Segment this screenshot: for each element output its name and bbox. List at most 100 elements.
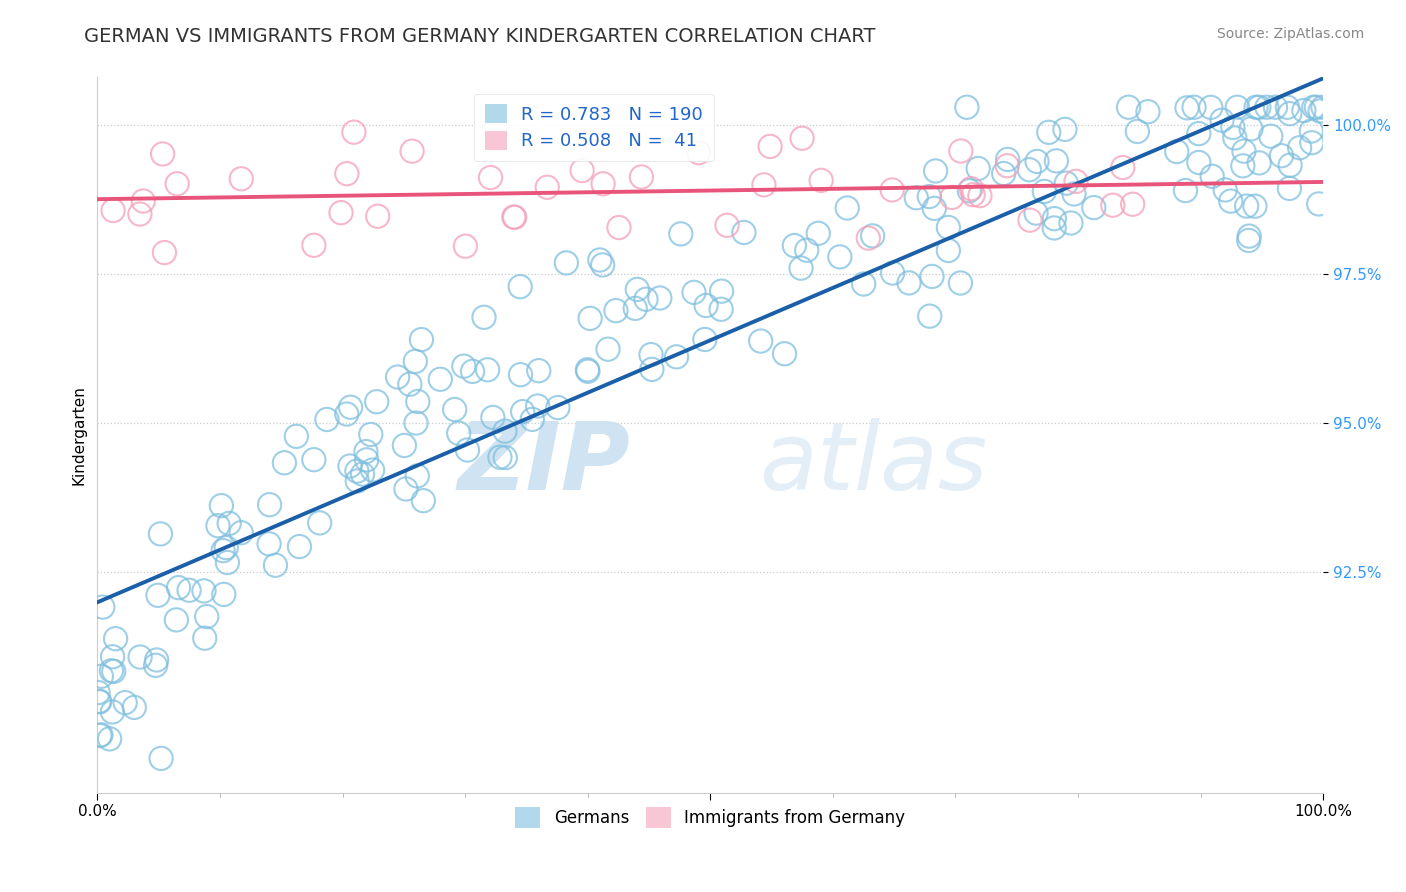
Point <box>882 266 904 280</box>
Point <box>949 276 972 290</box>
Point <box>749 334 772 348</box>
Point <box>193 583 215 598</box>
Point <box>828 250 851 264</box>
Point <box>905 191 928 205</box>
Point <box>146 588 169 602</box>
Point <box>592 258 614 272</box>
Point <box>411 333 433 347</box>
Point <box>710 284 733 298</box>
Point <box>1226 100 1249 114</box>
Point <box>336 167 359 181</box>
Point <box>522 412 544 426</box>
Point <box>91 600 114 615</box>
Point <box>648 291 671 305</box>
Point <box>209 499 232 513</box>
Text: GERMAN VS IMMIGRANTS FROM GERMANY KINDERGARTEN CORRELATION CHART: GERMAN VS IMMIGRANTS FROM GERMANY KINDER… <box>84 27 876 45</box>
Point <box>1182 100 1205 114</box>
Point <box>456 442 478 457</box>
Point <box>405 416 427 430</box>
Point <box>949 144 972 158</box>
Point <box>969 188 991 202</box>
Point <box>1174 184 1197 198</box>
Point <box>472 310 495 325</box>
Point <box>924 164 946 178</box>
Point <box>790 261 813 276</box>
Point <box>354 444 377 458</box>
Point <box>179 583 201 598</box>
Point <box>1222 120 1244 135</box>
Point <box>330 205 353 219</box>
Point <box>695 298 717 312</box>
Point <box>453 359 475 373</box>
Point <box>924 202 946 216</box>
Y-axis label: Kindergarten: Kindergarten <box>72 385 86 485</box>
Text: ZIP: ZIP <box>458 417 631 509</box>
Point <box>1237 234 1260 248</box>
Point <box>165 613 187 627</box>
Point <box>938 244 960 258</box>
Point <box>1312 100 1334 114</box>
Point <box>447 426 470 441</box>
Point <box>288 540 311 554</box>
Point <box>898 276 921 290</box>
Point <box>956 100 979 114</box>
Point <box>1305 100 1327 114</box>
Point <box>90 669 112 683</box>
Point <box>479 170 502 185</box>
Point <box>494 424 516 438</box>
Point <box>509 368 531 382</box>
Point <box>87 694 110 708</box>
Text: atlas: atlas <box>759 418 987 509</box>
Point <box>482 410 505 425</box>
Point <box>194 631 217 645</box>
Point <box>1292 103 1315 118</box>
Point <box>1054 176 1077 190</box>
Point <box>1060 216 1083 230</box>
Point <box>454 239 477 253</box>
Point <box>153 245 176 260</box>
Point <box>759 139 782 153</box>
Point <box>1101 198 1123 212</box>
Point <box>938 220 960 235</box>
Point <box>993 167 1015 181</box>
Legend: Germans, Immigrants from Germany: Germans, Immigrants from Germany <box>509 801 912 834</box>
Point <box>406 394 429 409</box>
Point <box>607 220 630 235</box>
Point <box>132 194 155 208</box>
Point <box>1279 158 1302 172</box>
Point <box>941 190 963 204</box>
Point <box>1247 100 1270 114</box>
Point <box>401 144 423 158</box>
Point <box>1025 206 1047 220</box>
Point <box>1018 162 1040 177</box>
Point <box>962 187 984 202</box>
Point <box>387 370 409 384</box>
Point <box>114 696 136 710</box>
Point <box>1288 141 1310 155</box>
Point <box>576 363 599 377</box>
Point <box>1063 186 1085 201</box>
Point <box>605 303 627 318</box>
Point <box>1019 213 1042 227</box>
Point <box>1045 153 1067 168</box>
Point <box>443 402 465 417</box>
Point <box>110 804 132 818</box>
Point <box>103 665 125 679</box>
Point <box>302 238 325 252</box>
Point <box>1122 197 1144 211</box>
Point <box>918 309 941 323</box>
Point <box>231 171 253 186</box>
Point <box>404 354 426 368</box>
Point <box>502 210 524 224</box>
Point <box>494 450 516 465</box>
Point <box>1240 121 1263 136</box>
Point <box>398 377 420 392</box>
Point <box>669 227 692 241</box>
Point <box>150 751 173 765</box>
Point <box>346 474 368 488</box>
Point <box>367 209 389 223</box>
Point <box>152 147 174 161</box>
Point <box>1309 103 1331 118</box>
Point <box>166 177 188 191</box>
Point <box>89 729 111 743</box>
